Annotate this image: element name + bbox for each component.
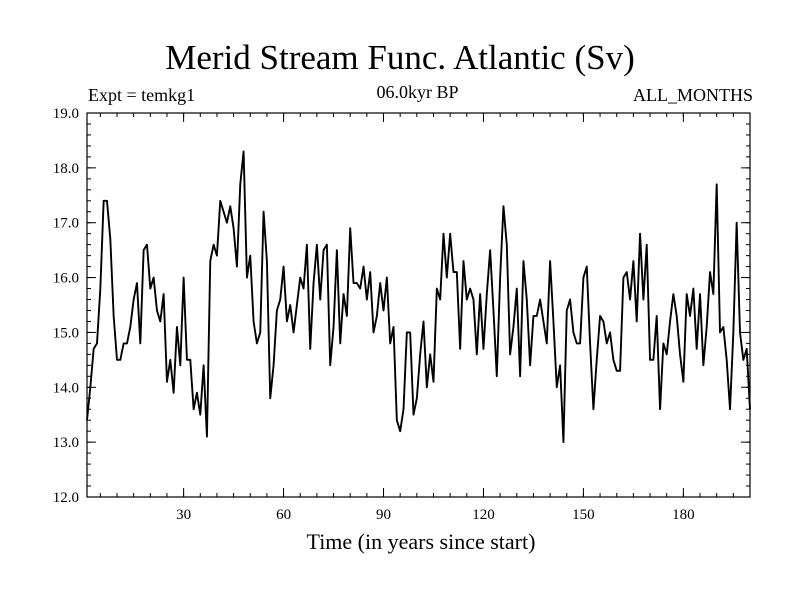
chart-title: Merid Stream Func. Atlantic (Sv)	[165, 38, 635, 77]
x-tick-label: 60	[276, 507, 291, 523]
x-tick-label: 120	[472, 507, 495, 523]
y-tick-label: 15.0	[53, 325, 79, 341]
y-tick-label: 16.0	[53, 271, 79, 287]
series-line	[86, 150, 751, 444]
x-tick-label: 180	[672, 507, 695, 523]
experiment-label: Expt = temkg1	[88, 85, 196, 105]
y-tick-label: 12.0	[53, 490, 79, 506]
y-tick-label: 19.0	[53, 106, 79, 122]
y-tick-label: 13.0	[53, 435, 79, 451]
y-tick-label: 14.0	[53, 380, 79, 396]
plot-frame	[86, 112, 751, 498]
chart-subtitle: 06.0kyr BP	[376, 82, 459, 102]
x-axis-label: Time (in years since start)	[306, 529, 536, 554]
x-tick-label: 90	[376, 507, 391, 523]
y-tick-label: 17.0	[53, 216, 79, 232]
x-tick-label: 150	[572, 507, 595, 523]
months-label: ALL_MONTHS	[633, 85, 753, 105]
y-tick-label: 18.0	[53, 161, 79, 177]
tick-labels: 12.0 13.0 14.0 15.0 16.0 17.0 18.0 19.0 30 60 90 12…	[53, 106, 695, 523]
x-tick-label: 30	[176, 507, 191, 523]
series-layer	[86, 150, 751, 444]
axis-ticks	[87, 112, 750, 498]
